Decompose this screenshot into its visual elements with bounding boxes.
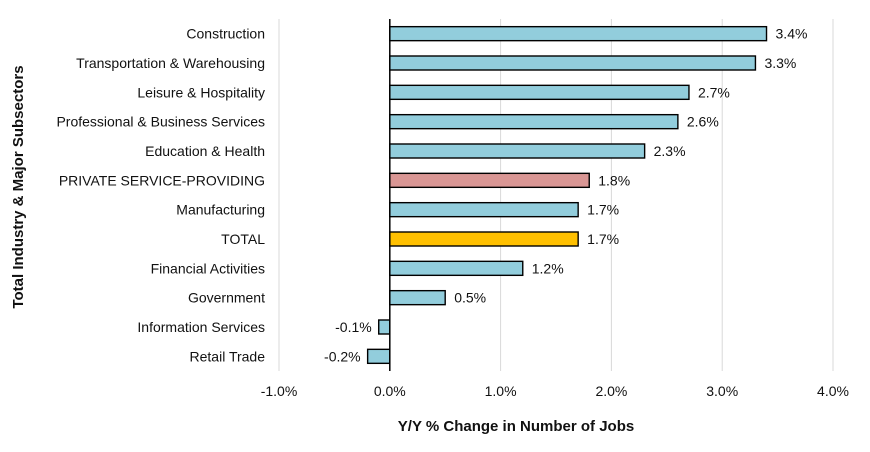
bar-8: [389, 231, 579, 247]
data-label-10: 0.5%: [454, 290, 486, 306]
data-label-12: -0.2%: [324, 348, 361, 364]
x-tick-labels: -1.0% 0.0% 1.0% 2.0% 3.0% 4.0%: [261, 383, 849, 399]
gridlines: [278, 19, 834, 371]
data-label-11: -0.1%: [335, 319, 372, 335]
category-label-5: Education & Health: [145, 143, 265, 159]
data-labels: 3.4% 3.3% 2.7% 2.6%2.3% 1.8% 1.7% 1.7% 1.2% 0.5%…: [324, 26, 807, 365]
x-tick-label-6: 4.0%: [817, 383, 849, 399]
category-label-4: Professional & Business Services: [56, 114, 265, 130]
bar-10: [389, 289, 446, 306]
bar-12: [366, 348, 391, 365]
data-label-2: 3.3%: [764, 55, 796, 71]
x-tick-label-4: 2.0%: [595, 383, 627, 399]
category-labels: Construction Transportation & Warehousing…: [56, 26, 265, 365]
bar-1: [389, 25, 768, 42]
category-label-9: Financial Activities: [151, 260, 265, 276]
data-label-3: 2.7%: [698, 84, 730, 100]
bar-7: [389, 201, 579, 218]
data-label-1: 3.4%: [776, 26, 808, 42]
data-label-5: 2.3%: [654, 143, 686, 159]
category-label-1: Construction: [186, 26, 265, 42]
data-label-8: 1.7%: [587, 231, 619, 247]
category-label-7: Manufacturing: [176, 202, 265, 218]
category-label-2: Transportation & Warehousing: [76, 55, 265, 71]
category-label-12: Retail Trade: [190, 348, 266, 364]
bar-5: [389, 143, 646, 159]
data-label-4: 2.6%: [687, 114, 719, 130]
y-axis-title: Total Industry & Major Subsectors: [10, 65, 27, 308]
category-label-11: Information Services: [137, 319, 265, 335]
bar-4: [389, 113, 679, 130]
bar-2: [389, 55, 757, 71]
x-axis-title: Y/Y % Change in Number of Jobs: [398, 418, 634, 435]
bar-6: [389, 172, 590, 189]
category-label-10: Government: [188, 290, 265, 306]
category-label-6: PRIVATE SERVICE-PROVIDING: [59, 172, 265, 188]
x-tick-label-3: 1.0%: [485, 383, 517, 399]
data-label-7: 1.7%: [587, 202, 619, 218]
bar-9: [389, 260, 524, 277]
data-label-9: 1.2%: [532, 260, 564, 276]
bar-11: [378, 319, 391, 335]
bar-3: [389, 84, 690, 101]
x-tick-label-5: 3.0%: [706, 383, 738, 399]
x-tick-label-2: 0.0%: [374, 383, 406, 399]
data-label-6: 1.8%: [598, 172, 630, 188]
x-tick-label-1: -1.0%: [261, 383, 298, 399]
category-label-8: TOTAL: [221, 231, 265, 247]
bars: [366, 25, 768, 365]
category-label-3: Leisure & Hospitality: [137, 84, 265, 100]
